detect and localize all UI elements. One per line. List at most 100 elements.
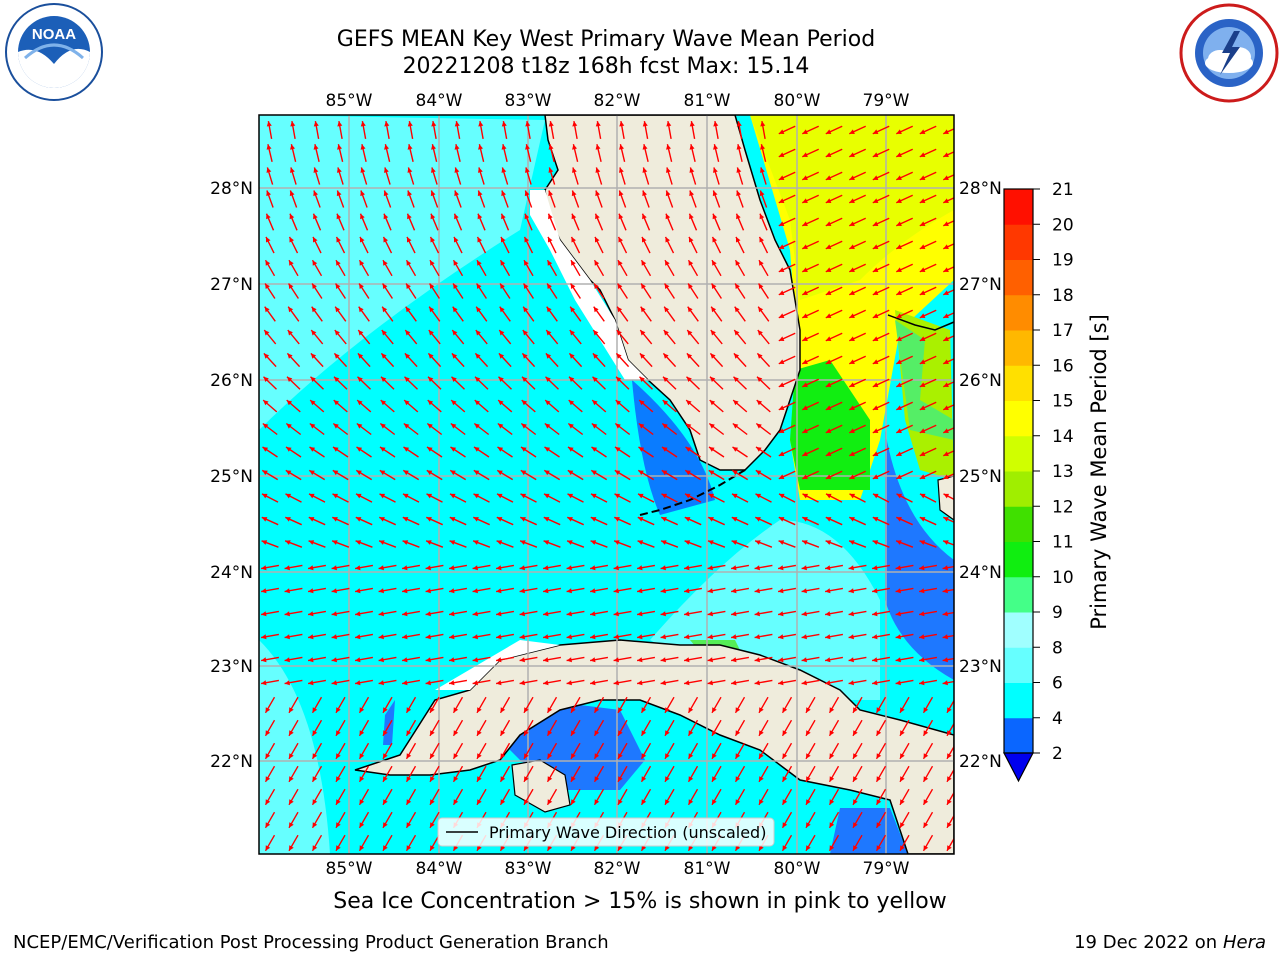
wave-arrow-head xyxy=(947,730,952,736)
wave-arrow-head xyxy=(896,152,902,157)
wave-arrow-head xyxy=(525,144,530,150)
wave-arrow-head xyxy=(849,313,855,318)
wave-arrow-head xyxy=(872,221,879,226)
wave-arrow-head xyxy=(923,799,929,805)
wave-arrow-head xyxy=(472,611,478,617)
wave-arrow-head xyxy=(380,423,386,429)
wave-arrow-head xyxy=(289,260,294,266)
wave-arrow-head xyxy=(688,260,694,266)
wave-arrow-head xyxy=(477,776,482,782)
wave-arrow-head xyxy=(336,753,341,759)
wave-arrow-head xyxy=(590,680,596,686)
wave-arrow-head xyxy=(592,400,598,406)
wave-arrow-head xyxy=(449,634,455,640)
wave-arrow-head xyxy=(943,129,949,134)
wave-arrow-head xyxy=(825,405,832,410)
wave-arrow-head xyxy=(665,236,670,243)
wave-arrow-head xyxy=(452,306,458,313)
wave-arrow-head xyxy=(333,400,340,406)
wave-arrow-head xyxy=(406,776,412,782)
ocean-band-light xyxy=(259,115,545,430)
wave-arrow-head xyxy=(853,753,858,759)
wave-arrow-head xyxy=(519,611,525,617)
wave-arrow-head xyxy=(355,680,361,686)
wave-arrow-head xyxy=(501,213,506,220)
wave-arrow-head xyxy=(712,213,718,220)
wave-arrow-head xyxy=(407,213,412,220)
wave-arrow-head xyxy=(287,353,293,359)
wave-arrow-head xyxy=(849,451,855,456)
colorbar-extend-triangle xyxy=(1003,752,1034,783)
lon-label-top: 83°W xyxy=(505,91,552,111)
legend-box xyxy=(437,817,775,847)
land-andros xyxy=(937,475,954,521)
wave-arrow-head xyxy=(358,306,364,313)
colorbar-tick-label: 2 xyxy=(1052,744,1063,764)
wave-arrow-head xyxy=(310,376,316,382)
wave-arrow-head xyxy=(334,376,340,382)
wave-arrow-head xyxy=(757,330,763,336)
wave-arrow-head xyxy=(664,306,670,313)
wave-arrow-head xyxy=(453,730,459,736)
wave-arrow-head xyxy=(782,730,788,736)
wave-arrow-head xyxy=(900,776,905,782)
wave-arrow-head xyxy=(431,167,436,173)
wave-arrow-head xyxy=(943,428,949,433)
wave-arrow-head xyxy=(872,382,879,387)
wave-arrow-head xyxy=(520,493,527,499)
wave-arrow-head xyxy=(595,213,600,220)
wave-arrow-head xyxy=(336,730,341,736)
colorbar-segment xyxy=(1004,612,1033,648)
wave-arrow-head xyxy=(849,382,855,387)
wave-arrow-head xyxy=(590,657,596,663)
ocean-zone-14s xyxy=(750,115,954,300)
wave-arrow-head xyxy=(849,428,855,433)
wave-arrow-head xyxy=(778,588,784,594)
wave-arrow-head xyxy=(380,447,386,452)
wave-arrow-head xyxy=(731,611,737,617)
colorbar-segment xyxy=(1004,400,1033,437)
wave-arrow-head xyxy=(825,336,832,341)
wave-arrow-head xyxy=(919,588,925,594)
wave-arrow-head xyxy=(713,121,719,127)
colorbar-tick-label: 12 xyxy=(1052,497,1074,517)
wave-arrow-head xyxy=(758,306,764,313)
nws-logo xyxy=(1179,3,1279,103)
wave-arrow-head xyxy=(919,152,926,157)
land-grand-bahama xyxy=(887,314,954,331)
wave-arrow-head xyxy=(947,707,952,713)
wave-arrow-head xyxy=(919,382,926,387)
wave-arrow-head xyxy=(778,680,784,686)
wave-arrow-head xyxy=(591,423,598,429)
wave-arrow-head xyxy=(618,236,623,243)
wave-arrow-head xyxy=(876,776,882,782)
wave-arrow-head xyxy=(500,730,506,736)
wave-arrow-head xyxy=(663,376,669,382)
wave-arrow-head xyxy=(332,470,339,476)
wave-arrow-head xyxy=(473,517,479,522)
wave-arrow-head xyxy=(801,611,807,617)
wave-arrow-head xyxy=(778,517,785,522)
wave-arrow-head xyxy=(708,540,714,545)
wave-arrow-head xyxy=(262,470,268,476)
wave-arrow-head xyxy=(406,260,412,266)
wave-arrow-head xyxy=(872,175,879,180)
wave-arrow-head xyxy=(735,730,741,736)
wave-arrow-head xyxy=(687,330,693,336)
wave-arrow-head xyxy=(383,707,388,713)
colorbar-segment xyxy=(1004,330,1033,366)
wave-arrow-head xyxy=(500,799,506,805)
wave-arrow-head xyxy=(384,121,390,127)
wave-arrow-head xyxy=(312,776,318,782)
lat-label-right: 22°N xyxy=(959,752,1002,772)
wave-arrow-head xyxy=(595,144,601,150)
wave-arrow-head xyxy=(923,822,929,828)
wave-arrow-head xyxy=(406,730,412,736)
wave-arrow-head xyxy=(309,493,315,499)
wave-arrow-head xyxy=(288,283,294,289)
wave-arrow-head xyxy=(782,822,788,828)
wave-arrow-head xyxy=(708,470,715,476)
wave-arrow-head xyxy=(500,707,506,713)
wave-arrow-head xyxy=(566,680,572,686)
wave-arrow-head xyxy=(499,330,505,336)
